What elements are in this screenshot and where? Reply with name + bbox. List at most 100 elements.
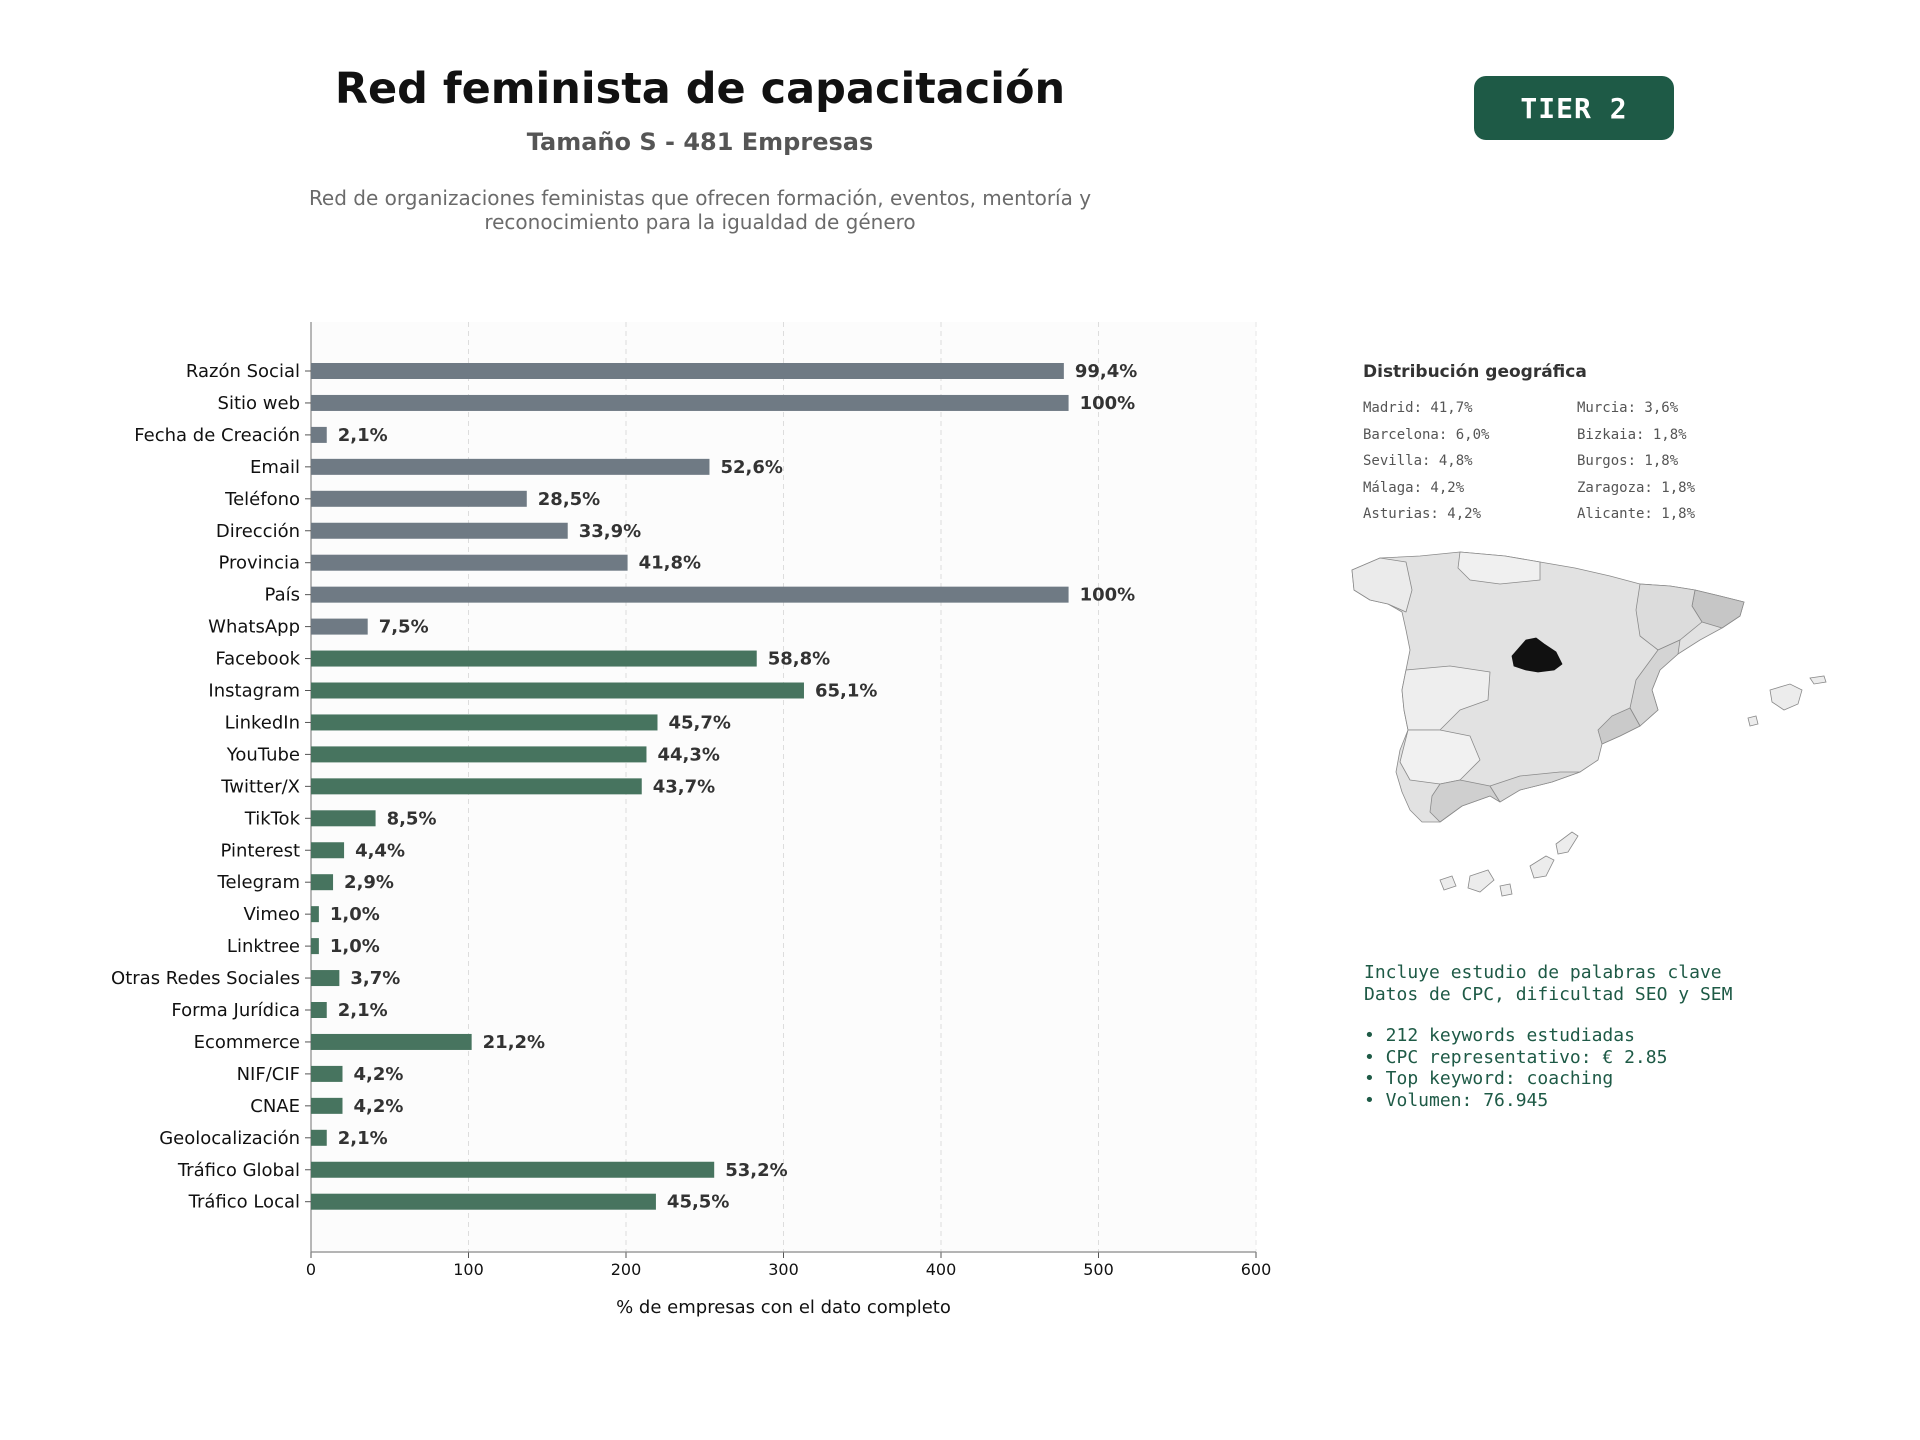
bar: [311, 458, 710, 475]
category-label: País: [265, 585, 300, 606]
category-label: Pinterest: [220, 840, 300, 861]
category-label: LinkedIn: [225, 712, 300, 733]
category-label: Geolocalización: [159, 1128, 300, 1149]
bar: [311, 1033, 472, 1050]
value-label: 45,5%: [667, 1192, 729, 1213]
value-label: 33,9%: [579, 521, 641, 542]
bar: [311, 1129, 327, 1146]
category-label: Fecha de Creación: [134, 425, 300, 446]
category-label: Telegram: [217, 872, 300, 893]
value-label: 43,7%: [653, 776, 715, 797]
keywords-bullet: • Top keyword: coaching: [1364, 1068, 1614, 1089]
value-label: 8,5%: [387, 808, 437, 829]
value-label: 4,2%: [354, 1096, 404, 1117]
geo-item: Zaragoza: 1,8%: [1577, 479, 1696, 496]
bar: [311, 746, 647, 763]
keywords-bullet: • 212 keywords estudiadas: [1364, 1025, 1635, 1046]
category-label: Teléfono: [224, 489, 300, 510]
geo-title: Distribución geográfica: [1363, 362, 1587, 382]
bar: [311, 1002, 327, 1018]
bar: [311, 522, 568, 539]
map-region-murcia: [1597, 707, 1641, 745]
x-tick-label: 600: [1241, 1260, 1272, 1279]
category-label: Provincia: [218, 553, 300, 574]
bar: [311, 1161, 715, 1178]
value-label: 53,2%: [725, 1160, 787, 1181]
x-axis-label: % de empresas con el dato completo: [616, 1297, 951, 1318]
value-label: 100%: [1080, 585, 1136, 606]
spacer: [1364, 1005, 1732, 1025]
page-description: Red de organizaciones feministas que ofr…: [308, 186, 1092, 234]
bar: [311, 554, 628, 571]
bar: [311, 810, 376, 827]
bar: [311, 650, 757, 667]
category-label: Forma Jurídica: [171, 1000, 300, 1021]
value-label: 2,1%: [338, 1000, 388, 1021]
bar: [311, 1065, 343, 1082]
value-label: 1,0%: [330, 936, 380, 957]
bar: [311, 363, 1064, 379]
value-label: 4,4%: [355, 840, 405, 861]
category-label: Sitio web: [218, 393, 300, 414]
category-label: CNAE: [250, 1096, 300, 1117]
category-label: TikTok: [244, 808, 301, 829]
bar: [311, 1097, 343, 1114]
category-label: Ecommerce: [194, 1032, 300, 1053]
category-label: Instagram: [208, 681, 300, 702]
value-label: 1,0%: [330, 904, 380, 925]
category-label: Tráfico Global: [177, 1160, 300, 1181]
map-region-west: [1401, 665, 1491, 731]
x-tick-label: 300: [768, 1260, 799, 1279]
map-region-valencia: [1629, 639, 1681, 727]
bar: [311, 938, 319, 955]
bar: [311, 394, 1069, 411]
value-label: 41,8%: [639, 553, 701, 574]
page-title: Red feminista de capacitación: [334, 64, 1066, 114]
map-canary-2: [1467, 869, 1495, 893]
x-tick-label: 500: [1083, 1260, 1114, 1279]
geo-item: Murcia: 3,6%: [1577, 400, 1679, 416]
value-label: 28,5%: [538, 489, 600, 510]
value-label: 3,7%: [350, 968, 400, 989]
value-label: 52,6%: [720, 457, 782, 478]
bar-chart: 0 100 200 300 400 500 600 % de empresas con el …: [111, 322, 1272, 1318]
geo-item: Barcelona: 6,0%: [1363, 426, 1490, 443]
map-region-andalucia-west: [1429, 779, 1501, 823]
value-label: 7,5%: [379, 617, 429, 638]
map-canary-3: [1499, 883, 1513, 897]
category-label: Otras Redes Sociales: [111, 968, 300, 989]
keywords-info: Incluye estudio de palabras clave Datos …: [1364, 962, 1732, 1111]
bar: [311, 874, 334, 891]
category-label: WhatsApp: [208, 617, 300, 638]
category-label: NIF/CIF: [237, 1064, 300, 1085]
value-label: 45,7%: [669, 712, 731, 733]
keywords-bullet: • CPC representativo: € 2.85: [1364, 1046, 1668, 1068]
bar: [311, 906, 319, 923]
value-label: 100%: [1080, 393, 1136, 414]
geo-item: Asturias: 4,2%: [1363, 506, 1482, 522]
category-label: Razón Social: [186, 361, 300, 382]
keywords-line: Datos de CPC, dificultad SEO y SEM: [1364, 983, 1733, 1005]
value-label: 99,4%: [1075, 361, 1137, 382]
value-label: 44,3%: [657, 744, 719, 765]
geo-distribution-list: Madrid: 41,7% Murcia: 3,6% Barcelona: 6,…: [1363, 399, 1791, 525]
bar: [311, 842, 345, 859]
x-tick-label: 400: [926, 1260, 957, 1279]
value-label: 4,2%: [354, 1064, 404, 1085]
map-region-galicia: [1351, 557, 1413, 613]
map-balearic-menorca: [1809, 675, 1827, 685]
bar: [311, 714, 658, 731]
x-tick-label: 0: [306, 1260, 316, 1279]
map-canary-4: [1529, 855, 1555, 879]
bar: [311, 778, 642, 795]
category-label: Email: [250, 457, 300, 478]
value-label: 2,1%: [338, 1128, 388, 1149]
page-subtitle: Tamaño S - 481 Empresas: [526, 128, 874, 156]
value-label: 65,1%: [815, 681, 877, 702]
keywords-line: Incluye estudio de palabras clave: [1364, 962, 1722, 983]
category-label: Tráfico Local: [188, 1192, 300, 1213]
bar: [311, 586, 1069, 603]
keywords-bullet: • Volumen: 76.945: [1364, 1089, 1549, 1111]
bar: [311, 682, 804, 699]
map-region-madrid: [1511, 637, 1563, 673]
